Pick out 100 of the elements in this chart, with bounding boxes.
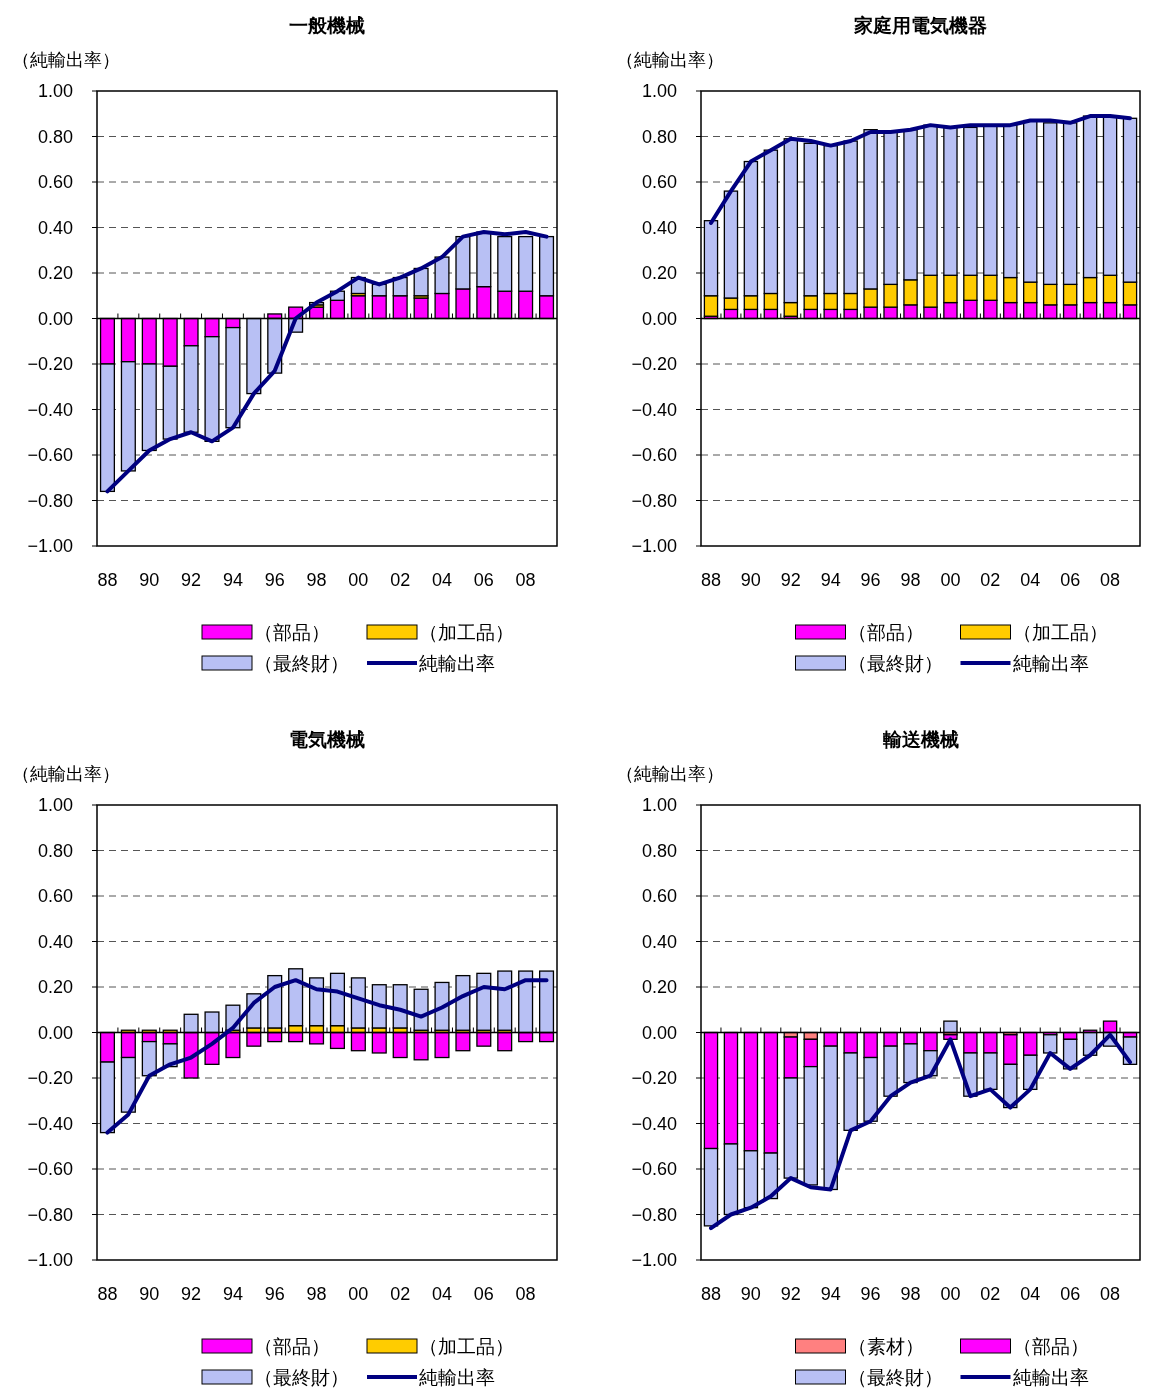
y-axis-title: （純輸出率） (616, 50, 724, 70)
y-axis-title: （純輸出率） (12, 764, 120, 784)
legend-label: （加工品） (1012, 622, 1108, 643)
legend-label: （最終財） (254, 653, 349, 674)
x-tick-label: 92 (780, 1284, 801, 1304)
x-tick-label: 08 (1100, 1284, 1121, 1304)
legend-label: （最終財） (847, 1367, 943, 1388)
x-tick-label: 98 (306, 1284, 327, 1304)
x-tick-label: 90 (139, 1284, 160, 1304)
chart-title: 一般機械 (289, 15, 365, 36)
x-tick-label: 88 (97, 570, 118, 590)
y-tick-label: 0.60 (37, 172, 73, 192)
x-tick-label: 96 (860, 570, 881, 590)
legend-label: 純輸出率 (1012, 1367, 1089, 1388)
y-tick-label: 0.60 (641, 172, 677, 192)
y-tick-label: 0.20 (641, 977, 677, 997)
y-tick-label: −0.60 (27, 1159, 73, 1179)
y-tick-label: 0.80 (641, 126, 677, 147)
x-tick-label: 92 (780, 570, 801, 590)
legend-label: 純輸出率 (419, 653, 495, 674)
x-tick-label: 06 (1060, 1284, 1081, 1304)
x-tick-label: 04 (1020, 1284, 1041, 1304)
x-tick-label: 00 (348, 570, 369, 590)
x-tick-label: 88 (700, 1284, 721, 1304)
x-tick-label: 94 (820, 570, 841, 590)
y-tick-label: 1.00 (37, 81, 73, 101)
x-tick-label: 08 (515, 1284, 536, 1304)
y-tick-label: 0.00 (641, 1022, 677, 1043)
x-tick-label: 90 (139, 570, 160, 590)
x-tick-label: 06 (473, 570, 494, 590)
y-tick-label: 0.20 (37, 263, 73, 283)
y-tick-label: 0.80 (641, 840, 677, 861)
legend-label: （部品） (1012, 1336, 1089, 1357)
y-tick-label: −1.00 (631, 536, 677, 556)
y-tick-label: 0.40 (641, 931, 677, 952)
x-tick-label: 02 (980, 570, 1001, 590)
y-tick-label: 0.40 (37, 931, 73, 952)
y-tick-label: −0.60 (631, 445, 677, 465)
y-tick-label: −0.80 (631, 490, 677, 511)
legend-label: （加工品） (419, 1336, 514, 1357)
x-tick-label: 94 (820, 1284, 841, 1304)
y-tick-label: 0.20 (37, 977, 73, 997)
y-tick-label: −0.40 (631, 399, 677, 420)
chart-title: 電気機械 (289, 729, 365, 750)
legend-label: （最終財） (254, 1367, 349, 1388)
legend-label: （部品） (254, 622, 330, 643)
y-tick-label: 0.20 (641, 263, 677, 283)
x-tick-label: 90 (740, 570, 761, 590)
y-tick-label: −0.20 (631, 354, 677, 374)
x-tick-label: 98 (306, 570, 327, 590)
legend-label: 純輸出率 (1012, 653, 1089, 674)
x-tick-label: 00 (348, 1284, 369, 1304)
y-tick-label: −0.20 (27, 354, 73, 374)
y-tick-label: −0.40 (27, 1113, 73, 1134)
legend-label: （部品） (847, 622, 924, 643)
x-tick-label: 00 (940, 1284, 961, 1304)
y-tick-label: 0.40 (37, 217, 73, 238)
x-tick-label: 92 (181, 1284, 202, 1304)
y-tick-label: 0.60 (641, 886, 677, 906)
y-tick-label: 0.60 (37, 886, 73, 906)
y-tick-label: 0.00 (37, 308, 73, 329)
y-tick-label: −0.20 (27, 1068, 73, 1088)
x-tick-label: 94 (222, 570, 243, 590)
x-tick-label: 02 (390, 570, 411, 590)
y-tick-label: −1.00 (631, 1250, 677, 1270)
y-tick-label: −0.60 (631, 1159, 677, 1179)
x-tick-label: 88 (700, 570, 721, 590)
chart-title: 輸送機械 (881, 729, 959, 750)
x-tick-label: 88 (97, 1284, 118, 1304)
x-tick-label: 04 (431, 1284, 453, 1304)
legend-label: （部品） (254, 1336, 330, 1357)
y-tick-label: 0.40 (641, 217, 677, 238)
x-tick-label: 90 (740, 1284, 761, 1304)
x-tick-label: 96 (264, 1284, 285, 1304)
x-tick-label: 98 (900, 570, 921, 590)
x-tick-label: 96 (264, 570, 285, 590)
x-tick-label: 04 (1020, 570, 1041, 590)
x-tick-label: 94 (222, 1284, 243, 1304)
x-tick-label: 96 (860, 1284, 881, 1304)
legend-label: 純輸出率 (419, 1367, 495, 1388)
x-tick-label: 06 (1060, 570, 1081, 590)
y-axis-title: （純輸出率） (12, 50, 120, 70)
legend-label: （最終財） (847, 653, 943, 674)
y-tick-label: 1.00 (641, 795, 677, 815)
x-tick-label: 02 (390, 1284, 411, 1304)
x-tick-label: 08 (1100, 570, 1121, 590)
legend-label: （加工品） (419, 622, 514, 643)
x-tick-label: 08 (515, 570, 536, 590)
y-tick-label: −1.00 (27, 1250, 73, 1270)
y-tick-label: 0.80 (37, 840, 73, 861)
x-tick-label: 04 (431, 570, 453, 590)
x-tick-label: 00 (940, 570, 961, 590)
legend-label: （素材） (847, 1336, 924, 1357)
y-tick-label: 0.80 (37, 126, 73, 147)
y-tick-label: −0.80 (631, 1204, 677, 1225)
x-tick-label: 06 (473, 1284, 494, 1304)
y-tick-label: −0.20 (631, 1068, 677, 1088)
y-axis-title: （純輸出率） (616, 764, 724, 784)
y-tick-label: 0.00 (641, 308, 677, 329)
y-tick-label: −0.40 (27, 399, 73, 420)
